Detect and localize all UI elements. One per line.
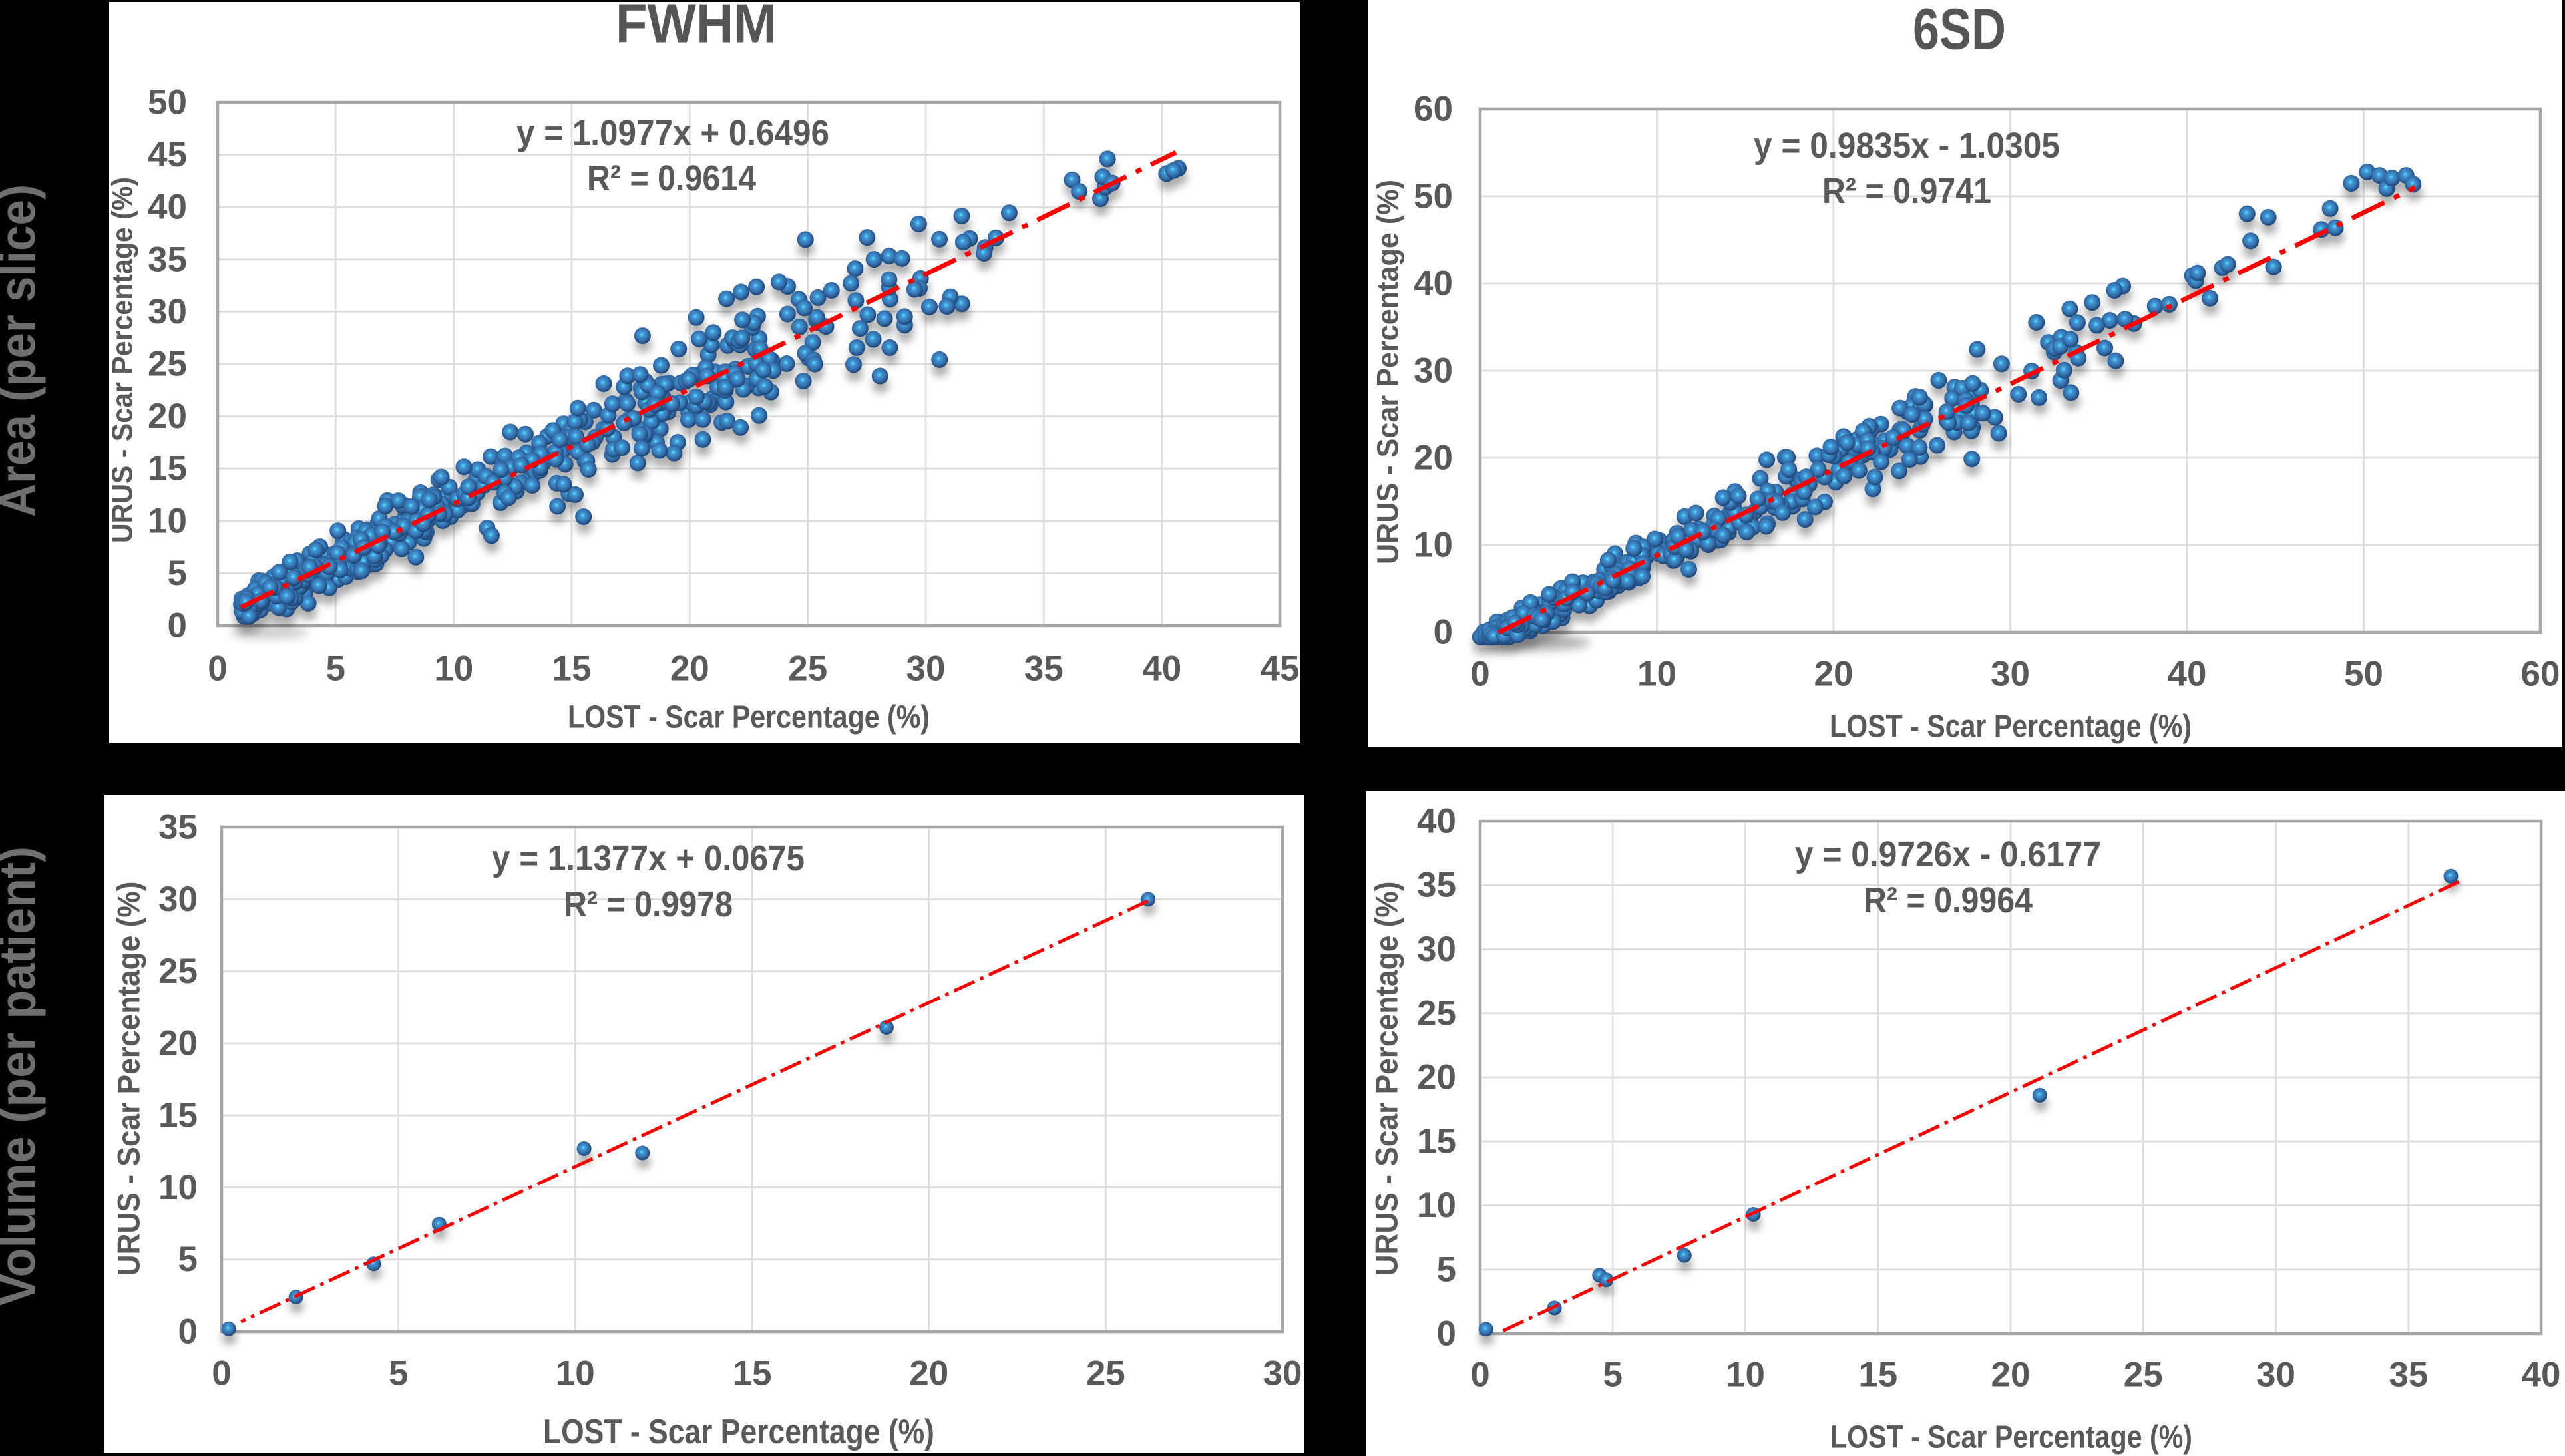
svg-text:20: 20 xyxy=(1414,439,1453,478)
svg-text:Area (per slice): Area (per slice) xyxy=(0,184,47,517)
svg-text:35: 35 xyxy=(2389,1356,2428,1395)
svg-text:50: 50 xyxy=(1414,177,1453,216)
svg-text:0: 0 xyxy=(1470,1356,1489,1395)
svg-text:5: 5 xyxy=(168,554,187,593)
svg-text:25: 25 xyxy=(158,952,198,991)
svg-text:5: 5 xyxy=(178,1240,198,1279)
svg-text:15: 15 xyxy=(1858,1356,1897,1395)
svg-text:0: 0 xyxy=(1434,613,1453,652)
svg-text:10: 10 xyxy=(148,501,187,540)
svg-text:25: 25 xyxy=(1086,1354,1125,1393)
svg-text:R² = 0.9964: R² = 0.9964 xyxy=(1864,880,2033,920)
svg-text:Volume (per patient): Volume (per patient) xyxy=(0,846,47,1306)
svg-text:FWHM: FWHM xyxy=(616,0,777,55)
svg-text:10: 10 xyxy=(1726,1356,1765,1395)
svg-text:10: 10 xyxy=(1637,655,1677,694)
svg-text:30: 30 xyxy=(1263,1354,1302,1393)
svg-text:60: 60 xyxy=(2521,655,2560,694)
svg-text:20: 20 xyxy=(909,1354,948,1393)
svg-text:6SD: 6SD xyxy=(1913,0,2006,62)
svg-text:25: 25 xyxy=(1417,994,1456,1033)
svg-text:URUS - Scar Percentage (%): URUS - Scar Percentage (%) xyxy=(111,882,146,1276)
svg-text:R² = 0.9614: R² = 0.9614 xyxy=(587,158,756,198)
svg-text:30: 30 xyxy=(1991,655,2030,694)
svg-text:45: 45 xyxy=(148,135,187,174)
svg-text:5: 5 xyxy=(1603,1356,1622,1395)
svg-text:URUS - Scar Percentage (%): URUS - Scar Percentage (%) xyxy=(1369,882,1404,1276)
svg-text:LOST - Scar Percentage (%): LOST - Scar Percentage (%) xyxy=(1830,709,2192,745)
svg-text:25: 25 xyxy=(788,649,827,689)
svg-text:y = 1.0977x + 0.6496: y = 1.0977x + 0.6496 xyxy=(516,113,829,153)
svg-text:R² = 0.9741: R² = 0.9741 xyxy=(1822,171,1991,211)
svg-text:LOST - Scar Percentage (%): LOST - Scar Percentage (%) xyxy=(568,700,930,735)
svg-text:15: 15 xyxy=(158,1096,198,1135)
svg-text:0: 0 xyxy=(212,1354,231,1393)
svg-text:20: 20 xyxy=(148,397,187,436)
svg-text:20: 20 xyxy=(1991,1356,2031,1395)
svg-text:15: 15 xyxy=(733,1354,772,1393)
svg-text:0: 0 xyxy=(178,1312,198,1352)
svg-text:50: 50 xyxy=(148,83,187,122)
svg-text:50: 50 xyxy=(2344,655,2383,694)
svg-text:45: 45 xyxy=(1261,649,1300,689)
svg-text:40: 40 xyxy=(1142,649,1181,689)
svg-text:LOST - Scar Percentage (%): LOST - Scar Percentage (%) xyxy=(1830,1420,2192,1455)
svg-text:30: 30 xyxy=(2256,1356,2295,1395)
svg-text:20: 20 xyxy=(670,649,709,689)
svg-text:10: 10 xyxy=(434,649,473,689)
svg-text:URUS - Scar Percentage (%): URUS - Scar Percentage (%) xyxy=(1371,180,1405,564)
svg-text:40: 40 xyxy=(1417,802,1456,841)
svg-text:30: 30 xyxy=(1417,930,1456,969)
svg-text:10: 10 xyxy=(1414,526,1453,565)
svg-text:URUS - Scar Percentage (%): URUS - Scar Percentage (%) xyxy=(106,177,139,543)
svg-text:20: 20 xyxy=(1814,655,1854,694)
svg-text:0: 0 xyxy=(1437,1314,1456,1354)
svg-text:y = 1.1377x + 0.0675: y = 1.1377x + 0.0675 xyxy=(492,838,805,878)
svg-text:30: 30 xyxy=(148,292,187,331)
svg-text:y = 0.9835x - 1.0305: y = 0.9835x - 1.0305 xyxy=(1754,126,2060,166)
svg-text:15: 15 xyxy=(552,649,592,689)
svg-text:35: 35 xyxy=(148,240,187,279)
svg-text:0: 0 xyxy=(208,649,227,689)
svg-text:25: 25 xyxy=(148,345,187,384)
svg-text:25: 25 xyxy=(2124,1356,2163,1395)
svg-text:40: 40 xyxy=(2522,1356,2561,1395)
svg-text:35: 35 xyxy=(1024,649,1064,689)
svg-text:0: 0 xyxy=(168,606,187,645)
svg-text:20: 20 xyxy=(1417,1058,1456,1097)
svg-text:40: 40 xyxy=(148,188,187,227)
svg-text:y = 0.9726x - 0.6177: y = 0.9726x - 0.6177 xyxy=(1795,834,2101,874)
svg-text:R² = 0.9978: R² = 0.9978 xyxy=(564,884,733,924)
svg-text:10: 10 xyxy=(556,1354,595,1393)
svg-text:60: 60 xyxy=(1414,90,1453,129)
svg-text:15: 15 xyxy=(148,449,187,488)
svg-text:35: 35 xyxy=(1417,866,1456,905)
svg-text:35: 35 xyxy=(158,808,198,847)
svg-text:30: 30 xyxy=(906,649,946,689)
svg-text:20: 20 xyxy=(158,1023,198,1063)
svg-text:15: 15 xyxy=(1417,1122,1456,1161)
svg-text:0: 0 xyxy=(1470,655,1489,694)
svg-text:40: 40 xyxy=(2168,655,2207,694)
svg-text:40: 40 xyxy=(1414,264,1453,303)
svg-text:30: 30 xyxy=(1414,351,1453,391)
svg-text:5: 5 xyxy=(389,1354,408,1393)
svg-text:10: 10 xyxy=(1417,1186,1456,1225)
svg-text:5: 5 xyxy=(1437,1250,1456,1289)
svg-text:10: 10 xyxy=(158,1168,198,1207)
svg-text:5: 5 xyxy=(326,649,345,689)
svg-text:LOST - Scar Percentage (%): LOST - Scar Percentage (%) xyxy=(543,1413,934,1451)
svg-text:30: 30 xyxy=(158,880,198,919)
